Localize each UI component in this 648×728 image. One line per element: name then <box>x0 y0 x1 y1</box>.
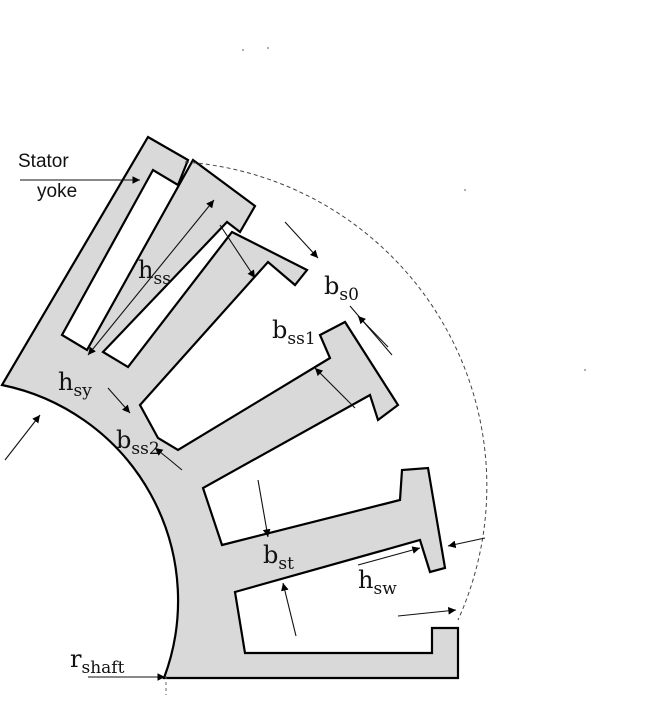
stator-yoke-label-line1: Stator <box>18 151 69 172</box>
bss1-label: bss1 <box>272 316 316 349</box>
dimension-labels: Stator yoke hss bs0 bss1 hsy bss2 bst hs… <box>18 151 397 678</box>
bst-label: bst <box>263 541 294 574</box>
hss-dimension <box>87 199 215 356</box>
stray-specks <box>242 47 586 371</box>
hsw-label: hsw <box>358 566 397 599</box>
dimension-lines <box>4 176 486 681</box>
rshaft-label: rshaft <box>70 645 125 678</box>
bss1-dimension <box>314 367 356 409</box>
hsy-label: hsy <box>58 368 92 401</box>
bss2-dimension <box>154 447 171 461</box>
stator-yoke-label-line2: yoke <box>37 181 77 202</box>
outer-bore-arc <box>184 161 488 621</box>
bss2-label: bss2 <box>116 426 160 459</box>
bs0-dimension <box>284 221 319 259</box>
hsw-dimension <box>357 546 421 566</box>
hsy-dimension <box>107 387 131 414</box>
bst-dimension <box>257 479 271 538</box>
hss-label: hss <box>138 256 171 289</box>
bs0-label: bs0 <box>324 272 359 305</box>
